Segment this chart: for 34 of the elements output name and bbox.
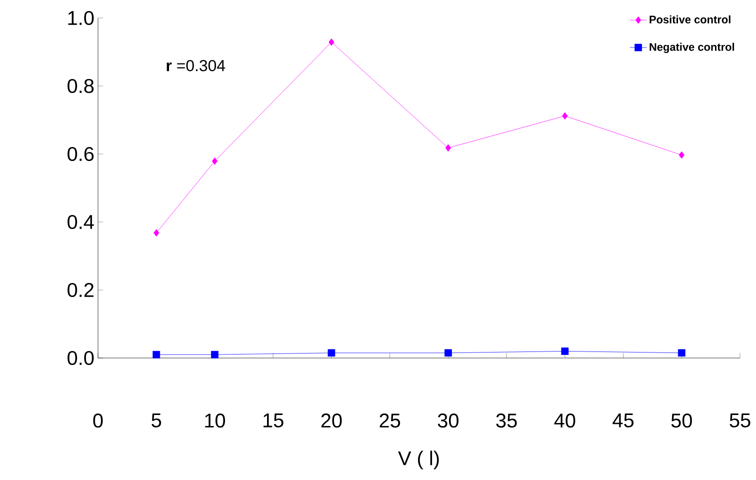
y-tick-label: 0.2 xyxy=(68,282,94,298)
x-tick-label: 25 xyxy=(380,414,400,428)
point xyxy=(445,144,451,152)
x-axis-title: V ( l) xyxy=(398,450,439,470)
x-tick-label: 15 xyxy=(264,414,284,428)
y-tick-label: 0.6 xyxy=(68,146,94,162)
x-tick-label: 20 xyxy=(321,414,342,428)
x-tick-label: 40 xyxy=(554,414,576,428)
x-tick-label: 0 xyxy=(93,414,103,428)
x-tick-label: 35 xyxy=(496,414,517,428)
x-tick-label: 5 xyxy=(152,414,162,428)
point xyxy=(154,229,160,237)
x-tick-label: 10 xyxy=(205,414,226,428)
point xyxy=(678,349,686,357)
y-tick-label: 1.0 xyxy=(68,10,94,26)
annotation: r =0.304 xyxy=(166,60,226,72)
point xyxy=(328,38,334,46)
x-tick-label: 55 xyxy=(730,414,750,428)
x-tick-label: 30 xyxy=(438,414,458,428)
y-tick-label: 0.8 xyxy=(68,78,94,94)
point xyxy=(212,157,218,165)
point xyxy=(328,349,336,357)
point xyxy=(444,349,452,357)
x-tick-label: 45 xyxy=(612,414,634,428)
x-tick-label: 50 xyxy=(671,414,692,428)
y-tick-label: 0.4 xyxy=(68,214,94,230)
point xyxy=(211,350,218,358)
legend-label: Positive control xyxy=(650,15,730,24)
point xyxy=(678,151,684,159)
point xyxy=(152,350,160,358)
legend-label: Negative control xyxy=(650,42,734,54)
y-tick-label: 0.0 xyxy=(68,350,94,366)
point xyxy=(562,112,568,120)
point xyxy=(561,348,569,355)
